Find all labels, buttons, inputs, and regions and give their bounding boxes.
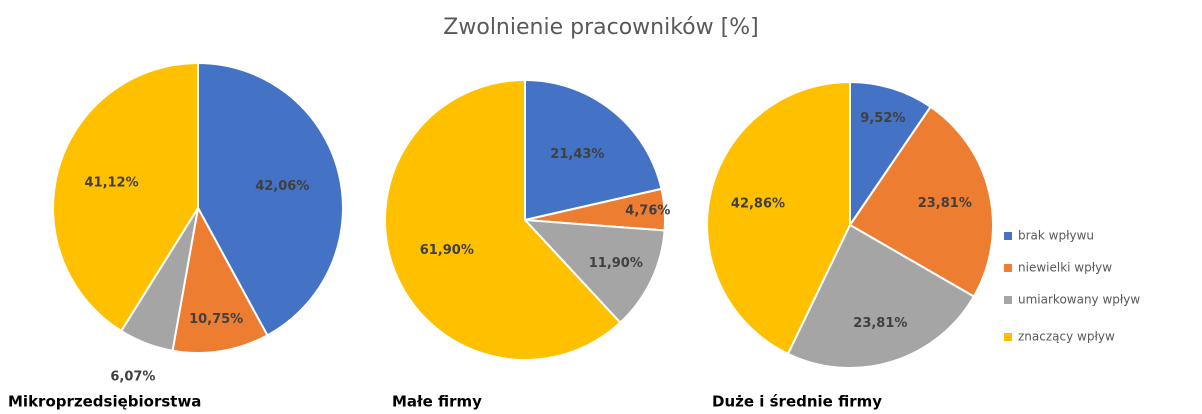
data-label: 42,86% (731, 197, 785, 212)
chart-title: Zwolnienie pracowników [%] (443, 15, 758, 40)
legend-label: umiarkowany wpływ (1018, 293, 1140, 307)
pie-slice (52, 61, 199, 333)
data-label: 4,76% (625, 203, 670, 218)
legend-swatch (1004, 333, 1012, 341)
data-label: 23,81% (853, 316, 907, 331)
data-label: 9,52% (860, 111, 905, 126)
legend-label: znaczący wpływ (1018, 330, 1115, 344)
pie-slice (786, 223, 976, 369)
data-label: 21,43% (550, 147, 604, 162)
pie-slice (384, 78, 622, 361)
data-label: 61,90% (420, 243, 474, 258)
pie-slice (849, 80, 932, 229)
pie-title: Mikroprzedsiębiorstwa (8, 393, 201, 411)
pie-slice (524, 78, 663, 222)
pie-slice (848, 105, 994, 298)
pie-slice (522, 218, 666, 325)
data-label: 6,07% (110, 370, 155, 385)
legend-label: niewielki wpływ (1018, 261, 1112, 275)
pie-slice (706, 80, 851, 356)
pie-slice (197, 61, 344, 337)
data-label: 11,90% (589, 256, 643, 271)
data-label: 23,81% (918, 196, 972, 211)
pie-title: Duże i średnie firmy (712, 393, 882, 411)
pie-title: Małe firmy (392, 393, 482, 411)
data-label: 41,12% (84, 176, 138, 191)
legend-swatch (1004, 296, 1012, 304)
legend-label: brak wpływu (1018, 229, 1094, 243)
pie-slice (171, 205, 269, 354)
data-label: 10,75% (189, 312, 243, 327)
data-label: 42,06% (255, 179, 309, 194)
legend-swatch (1004, 232, 1012, 240)
legend-swatch (1004, 264, 1012, 272)
